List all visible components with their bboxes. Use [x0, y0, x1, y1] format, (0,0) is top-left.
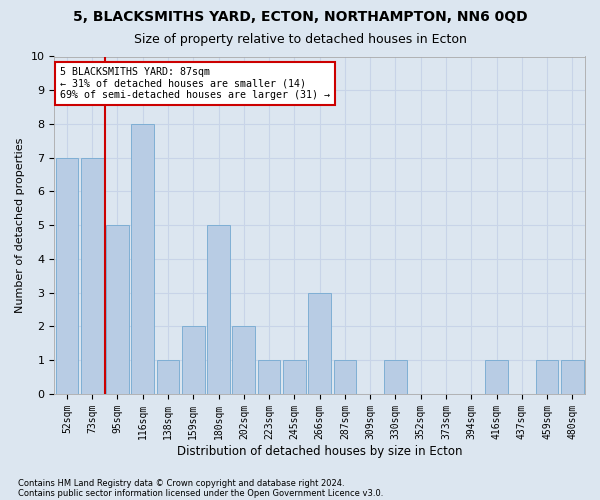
Bar [258, 360, 280, 394]
Bar [308, 292, 331, 394]
Bar [207, 225, 230, 394]
Bar [81, 158, 104, 394]
Bar [131, 124, 154, 394]
Bar [334, 360, 356, 394]
Bar [106, 225, 129, 394]
Text: 5, BLACKSMITHS YARD, ECTON, NORTHAMPTON, NN6 0QD: 5, BLACKSMITHS YARD, ECTON, NORTHAMPTON,… [73, 10, 527, 24]
Bar [157, 360, 179, 394]
Text: Contains public sector information licensed under the Open Government Licence v3: Contains public sector information licen… [18, 488, 383, 498]
X-axis label: Distribution of detached houses by size in Ecton: Distribution of detached houses by size … [177, 444, 463, 458]
Text: 5 BLACKSMITHS YARD: 87sqm
← 31% of detached houses are smaller (14)
69% of semi-: 5 BLACKSMITHS YARD: 87sqm ← 31% of detac… [59, 66, 329, 100]
Bar [56, 158, 78, 394]
Bar [283, 360, 306, 394]
Y-axis label: Number of detached properties: Number of detached properties [15, 138, 25, 313]
Text: Size of property relative to detached houses in Ecton: Size of property relative to detached ho… [134, 32, 466, 46]
Bar [485, 360, 508, 394]
Bar [384, 360, 407, 394]
Text: Contains HM Land Registry data © Crown copyright and database right 2024.: Contains HM Land Registry data © Crown c… [18, 478, 344, 488]
Bar [182, 326, 205, 394]
Bar [232, 326, 255, 394]
Bar [536, 360, 559, 394]
Bar [561, 360, 584, 394]
